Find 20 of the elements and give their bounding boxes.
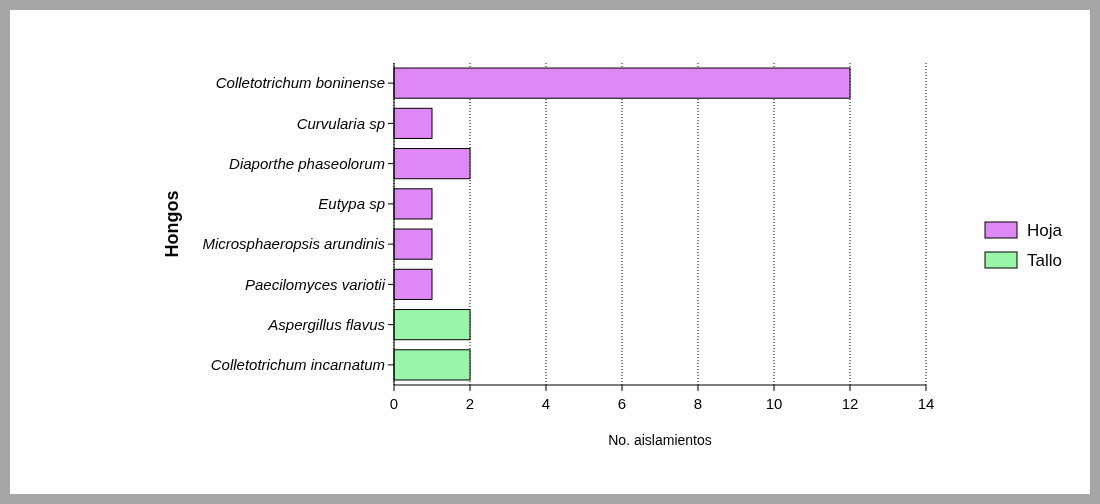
y-tick-label: Diaporthe phaseolorum — [229, 154, 385, 172]
y-tick-label: Colletotrichum incarnatum — [210, 356, 385, 374]
y-tick-label: Paecilomyces variotii — [244, 275, 386, 293]
y-tick-label: Curvularia sp — [296, 114, 385, 132]
y-tick-label: Microsphaeropsis arundinis — [202, 235, 386, 253]
x-tick-label: 12 — [841, 395, 859, 412]
y-tick-label: Eutypa sp — [318, 195, 385, 213]
x-tick-label: 0 — [389, 395, 399, 412]
legend-label: Tallo — [1027, 250, 1062, 270]
x-tick-label: 14 — [917, 395, 935, 412]
x-tick-label: 2 — [465, 395, 475, 412]
x-axis-title: No. aislamientos — [608, 432, 712, 448]
x-tick-label: 4 — [541, 395, 551, 412]
x-tick-label: 10 — [765, 395, 783, 412]
x-tick-label: 6 — [617, 395, 627, 412]
y-tick-label: Colletotrichum boninense — [215, 74, 385, 92]
x-tick-label: 8 — [693, 395, 703, 412]
y-tick-label: Aspergillus flavus — [267, 315, 386, 333]
y-axis-title: Hongos — [162, 190, 182, 258]
legend-label: Hoja — [1027, 220, 1063, 240]
